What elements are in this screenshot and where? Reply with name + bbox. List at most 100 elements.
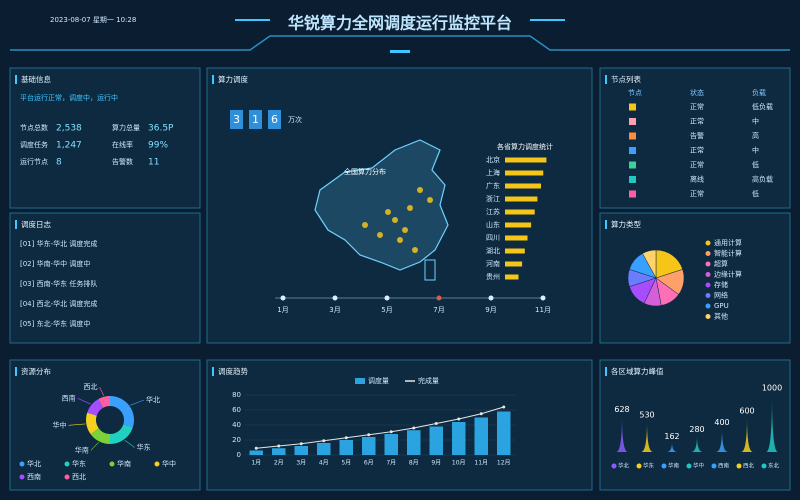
leader-line <box>77 398 91 405</box>
legend-label: 调度量 <box>368 376 389 385</box>
ranking-bar <box>505 248 525 254</box>
table-header: 状态 <box>690 88 704 97</box>
legend-label: 华中 <box>693 462 704 470</box>
map-node <box>407 205 413 211</box>
donut-slice <box>110 424 133 444</box>
y-tick-label: 80 <box>232 391 241 399</box>
legend-dot <box>64 474 70 480</box>
table-header: 负载 <box>752 88 766 97</box>
map-node <box>397 237 403 243</box>
spike <box>741 417 753 452</box>
ranking-bar <box>505 183 541 189</box>
donut-slice <box>90 428 110 444</box>
ranking-label: 北京 <box>486 155 500 164</box>
info-label: 调度任务 <box>20 140 48 149</box>
panel-title: 各区域算力峰值 <box>611 366 664 376</box>
bar <box>339 440 353 455</box>
x-tick-label: 3月 <box>296 460 306 467</box>
x-tick-label: 8月 <box>409 460 419 467</box>
legend-dot <box>705 240 711 246</box>
counter-box <box>249 110 262 129</box>
info-label: 节点总数 <box>20 123 48 132</box>
map-node <box>362 222 368 228</box>
table-cell: 中 <box>752 146 759 155</box>
ranking-label: 广东 <box>486 181 500 190</box>
x-tick-label: 11月 <box>474 460 488 467</box>
ranking-label: 江苏 <box>486 207 500 216</box>
timeline-dot <box>488 295 494 301</box>
spike <box>616 415 628 452</box>
timeline-dot <box>332 295 338 301</box>
bar <box>294 446 308 455</box>
panel-title: 算力类型 <box>611 219 641 229</box>
legend-label: 西南 <box>718 462 730 470</box>
timeline-label: 1月 <box>277 306 288 314</box>
value-label: 280 <box>689 425 704 434</box>
legend-label: 边缘计算 <box>714 270 742 279</box>
header-notch <box>390 50 410 53</box>
legend-dot <box>19 461 25 467</box>
pie-slice <box>642 249 657 279</box>
ranking-bar <box>505 274 519 280</box>
bar <box>362 437 376 455</box>
panel-accent <box>605 75 607 84</box>
legend-dot <box>736 463 742 469</box>
donut-label: 西南 <box>62 393 76 402</box>
legend-label: GPU <box>714 302 729 310</box>
legend-dot <box>611 463 617 469</box>
ranking-bar <box>505 222 532 228</box>
legend-label: 华中 <box>162 459 176 468</box>
y-tick-label: 0 <box>237 451 241 459</box>
log-row: [03] 西南-华东 任务排队 <box>20 279 97 288</box>
table-cell: 正常 <box>690 146 704 155</box>
legend-dot <box>64 461 70 467</box>
legend-label: 网络 <box>714 291 728 300</box>
legend-label: 华东 <box>643 462 655 470</box>
legend-dot <box>705 251 711 256</box>
timeline-dot <box>384 295 390 301</box>
line-point <box>322 439 326 443</box>
map-node <box>427 197 433 203</box>
row-swatch <box>629 190 636 198</box>
table-cell: 高负载 <box>752 175 773 184</box>
bar <box>452 422 466 455</box>
value-label: 400 <box>714 418 729 427</box>
legend-label: 西北 <box>72 473 86 481</box>
legend-dot <box>705 314 711 319</box>
counter-box <box>230 110 243 129</box>
donut-label: 华东 <box>137 443 151 452</box>
legend-swatch <box>355 378 365 384</box>
page-title: 华锐算力全网调度运行监控平台 <box>288 14 512 33</box>
panel-title: 调度日志 <box>21 219 51 229</box>
legend-dot <box>661 463 667 469</box>
panel-accent <box>212 367 214 376</box>
panel <box>9 359 201 491</box>
leader-line <box>130 399 145 406</box>
row-swatch <box>629 118 636 125</box>
legend-dot <box>686 463 692 469</box>
ranking-label: 浙江 <box>486 194 500 203</box>
table-cell: 告警 <box>690 131 704 140</box>
value-label: 628 <box>614 405 629 414</box>
legend-label: 华北 <box>618 462 630 470</box>
row-swatch <box>629 132 636 140</box>
info-value: 11 <box>148 158 159 168</box>
spike <box>691 435 703 452</box>
legend-dot <box>705 293 711 298</box>
info-label: 运行节点 <box>20 157 48 166</box>
legend-dot <box>705 282 711 288</box>
timeline-label: 5月 <box>381 306 392 314</box>
timeline-label: 9月 <box>485 306 496 314</box>
bar <box>272 448 286 455</box>
counter-digit: 1 <box>252 113 259 126</box>
row-swatch <box>629 147 636 154</box>
counter-digit: 3 <box>233 113 240 126</box>
x-tick-label: 2月 <box>274 460 284 467</box>
timeline-dot <box>540 295 546 301</box>
table-cell: 低负载 <box>752 102 773 111</box>
legend-label: 华南 <box>668 462 680 470</box>
legend-label: 西北 <box>743 462 755 470</box>
y-tick-label: 40 <box>232 421 241 429</box>
